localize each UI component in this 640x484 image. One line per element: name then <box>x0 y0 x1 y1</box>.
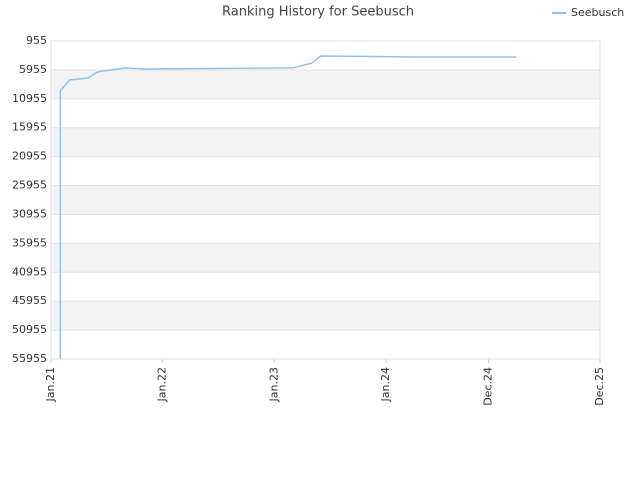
y-tick-label: 25955 <box>12 179 47 192</box>
plot-band <box>51 330 600 359</box>
y-tick-label: 5955 <box>19 63 47 76</box>
x-tick-label: Jan.24 <box>379 367 392 402</box>
plot-band <box>51 243 600 273</box>
plot-bands <box>51 41 600 359</box>
x-tick-label: Dec.25 <box>593 367 606 406</box>
y-tick-label: 30955 <box>12 207 47 220</box>
chart-title: Ranking History for Seebusch <box>222 5 414 20</box>
x-tick-label: Jan.21 <box>44 367 57 402</box>
y-tick-label: 10955 <box>12 92 47 105</box>
plot-band <box>51 301 600 331</box>
plot-band <box>51 127 600 157</box>
plot-band <box>51 185 600 215</box>
y-tick-label: 45955 <box>12 294 47 307</box>
y-tick-label: 20955 <box>12 150 47 163</box>
plot-band <box>51 69 600 99</box>
plot-band <box>51 272 600 302</box>
y-tick-label: 15955 <box>12 121 47 134</box>
plot-band <box>51 156 600 186</box>
series-line <box>59 55 517 359</box>
y-tick-label: 55955 <box>12 352 47 365</box>
y-tick-label: 40955 <box>12 265 47 278</box>
plot-band <box>51 98 600 128</box>
x-tick-label: Dec.24 <box>481 367 494 406</box>
plot-band <box>51 214 600 244</box>
y-tick-label: 35955 <box>12 236 47 249</box>
y-tick-label: 50955 <box>12 323 47 336</box>
legend-label: Seebusch <box>571 6 624 19</box>
x-tick-label: Jan.22 <box>156 367 169 402</box>
x-tick-label: Jan.23 <box>267 367 280 402</box>
y-tick-label: 955 <box>26 34 47 47</box>
